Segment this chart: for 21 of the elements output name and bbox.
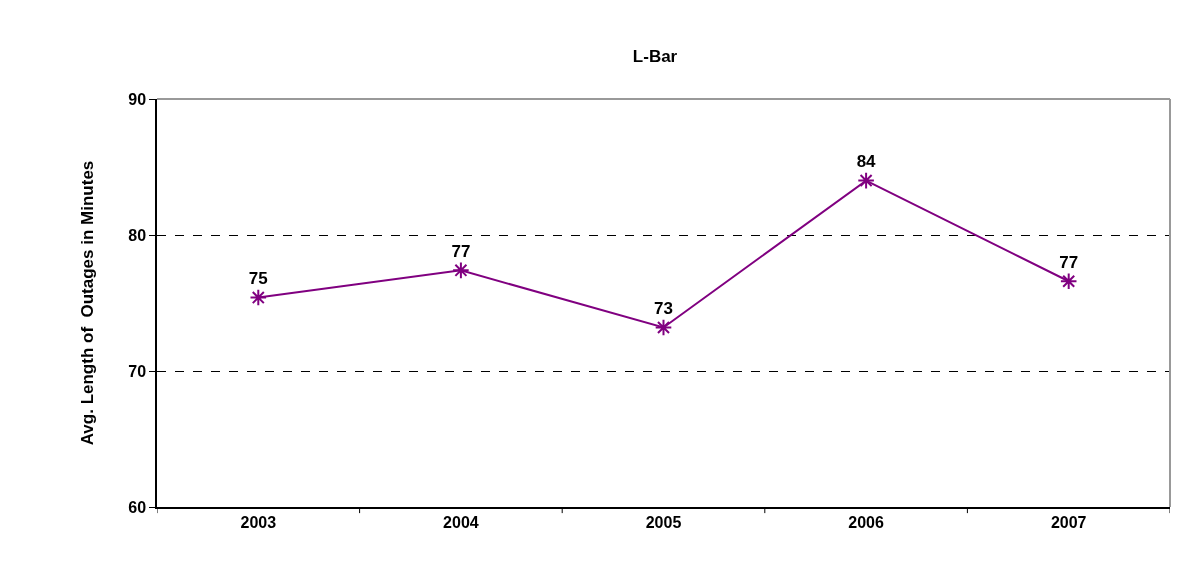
y-tick-label: 70 <box>128 362 147 380</box>
point <box>857 171 875 190</box>
point <box>249 288 268 307</box>
y-tick-label: 60 <box>128 498 147 516</box>
y-axis-title: Avg. Length of Outages in Minutes <box>78 160 98 446</box>
y-tick-label: 80 <box>128 226 147 244</box>
data-label: 77 <box>1059 252 1079 272</box>
chart-title: L-Bar <box>632 47 678 67</box>
point <box>1059 272 1078 291</box>
x-tick-label: 2003 <box>240 513 277 531</box>
point <box>654 318 673 337</box>
x-tick-label: 2005 <box>645 513 682 531</box>
data-label: 73 <box>654 299 673 319</box>
x-tick-label: 2004 <box>443 513 479 531</box>
data-label: 77 <box>451 241 471 261</box>
x-tick-label: 2006 <box>848 513 884 531</box>
x-tick-label: 2007 <box>1050 513 1087 531</box>
data-label: 75 <box>248 269 268 289</box>
point <box>452 261 470 280</box>
data-label: 84 <box>856 152 877 172</box>
y-tick-label: 90 <box>128 90 147 108</box>
